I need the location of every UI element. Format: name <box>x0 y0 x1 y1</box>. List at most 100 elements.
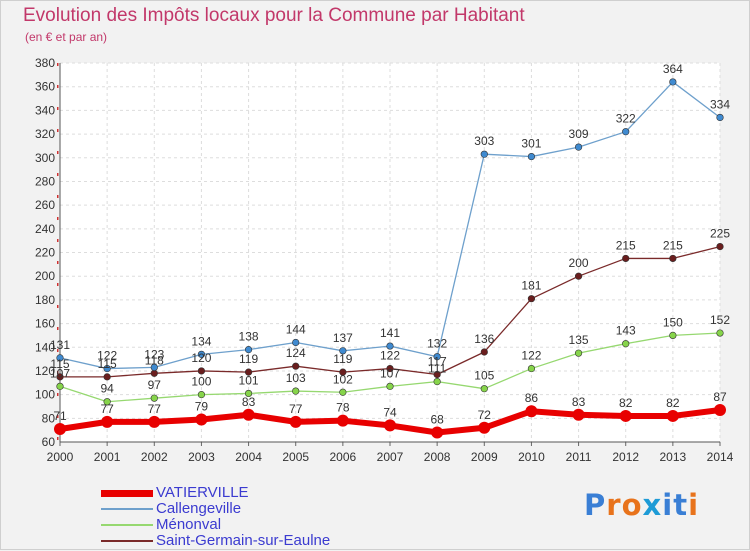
y-tick-label: 340 <box>35 103 55 117</box>
data-label: 101 <box>239 373 259 387</box>
x-tick-label: 2002 <box>141 450 168 464</box>
y-tick-label: 320 <box>35 127 55 141</box>
y-tick-label: 220 <box>35 246 55 260</box>
y-tick-label: 380 <box>35 56 55 70</box>
axis-dot <box>57 195 59 198</box>
axis-dot <box>57 239 59 242</box>
data-point <box>480 348 488 356</box>
data-point <box>101 415 114 428</box>
data-label: 122 <box>97 349 117 363</box>
logo-letter: P <box>584 488 607 522</box>
data-point <box>54 422 66 435</box>
data-point <box>433 353 441 361</box>
data-label: 131 <box>50 338 70 352</box>
y-tick-label: 360 <box>35 80 55 94</box>
data-point <box>384 419 396 432</box>
x-tick-label: 2005 <box>282 450 309 464</box>
data-point <box>148 415 161 428</box>
data-label: 94 <box>100 382 114 396</box>
data-label: 124 <box>286 346 306 360</box>
data-point <box>527 364 536 373</box>
data-point <box>480 150 488 158</box>
data-label: 105 <box>474 369 494 383</box>
data-label: 119 <box>333 352 352 366</box>
axis-dot <box>57 85 59 88</box>
data-label: 107 <box>380 366 400 380</box>
axis-dot <box>57 63 59 66</box>
data-label: 364 <box>663 62 683 76</box>
legend-swatch-vatierville <box>101 490 153 497</box>
data-point <box>527 152 536 161</box>
axis-dot <box>57 261 59 264</box>
data-point <box>336 414 349 427</box>
y-tick-label: 280 <box>35 174 55 188</box>
data-point <box>289 415 302 428</box>
logo-letter: i <box>662 488 674 522</box>
logo-letter: t <box>673 488 689 522</box>
x-tick-label: 2014 <box>707 450 734 464</box>
y-tick-label: 80 <box>42 411 56 425</box>
data-point <box>292 338 300 347</box>
data-label: 115 <box>50 357 69 371</box>
data-point <box>339 368 347 376</box>
data-label: 215 <box>663 238 683 252</box>
data-point <box>622 128 630 136</box>
data-point <box>716 242 724 251</box>
x-tick-label: 2010 <box>518 450 545 464</box>
legend-label-saint-germain-sur-eaulne: Saint-Germain-sur-Eaulne <box>156 532 331 549</box>
data-label: 83 <box>572 395 586 409</box>
legend-label-menonval: Ménonval <box>156 516 222 533</box>
y-tick-label: 300 <box>35 151 55 165</box>
axis-dot <box>57 129 59 132</box>
data-point <box>480 385 488 393</box>
axis-dot <box>57 437 59 440</box>
data-label: 215 <box>616 238 636 252</box>
data-point <box>574 272 583 280</box>
data-label: 135 <box>569 333 589 347</box>
data-point <box>669 78 677 86</box>
data-label: 68 <box>430 413 444 427</box>
logo-letter: o <box>621 488 643 522</box>
data-label: 132 <box>427 337 447 351</box>
data-point <box>386 342 394 350</box>
y-tick-label: 240 <box>35 222 55 236</box>
data-label: 82 <box>619 396 633 410</box>
proxiti-logo: Proxiti <box>584 488 699 522</box>
data-point <box>195 413 208 426</box>
x-tick-label: 2003 <box>188 450 215 464</box>
axis-dot <box>57 327 59 330</box>
data-point <box>669 331 677 340</box>
data-point <box>433 377 441 386</box>
data-point <box>716 329 724 337</box>
data-label: 122 <box>521 349 541 363</box>
data-label: 83 <box>242 395 256 409</box>
axis-dot <box>57 371 59 374</box>
axis-dot <box>57 415 59 418</box>
data-label: 117 <box>428 354 447 368</box>
data-label: 137 <box>333 331 353 345</box>
data-point <box>622 340 630 348</box>
data-point <box>478 421 491 434</box>
data-point <box>244 346 253 354</box>
data-label: 334 <box>710 97 730 111</box>
logo-letter: i <box>688 488 700 522</box>
axis-dot <box>57 283 59 286</box>
data-label: 200 <box>569 256 589 270</box>
data-point <box>244 389 253 398</box>
axis-dot <box>57 349 59 352</box>
axis-dot <box>57 107 59 110</box>
data-point <box>716 113 724 122</box>
data-point <box>574 349 583 357</box>
data-point <box>150 369 158 377</box>
data-point <box>666 409 679 422</box>
data-label: 322 <box>616 112 636 126</box>
legend-label-vatierville: VATIERVILLE <box>156 484 249 501</box>
data-label: 303 <box>474 134 494 148</box>
data-label: 144 <box>286 323 306 337</box>
legend-label-callengeville: Callengeville <box>156 500 242 517</box>
axis-dot <box>57 305 59 308</box>
axis-dot <box>57 151 59 154</box>
axis-dot <box>57 173 59 176</box>
data-label: 82 <box>666 396 680 410</box>
data-point <box>197 391 206 399</box>
